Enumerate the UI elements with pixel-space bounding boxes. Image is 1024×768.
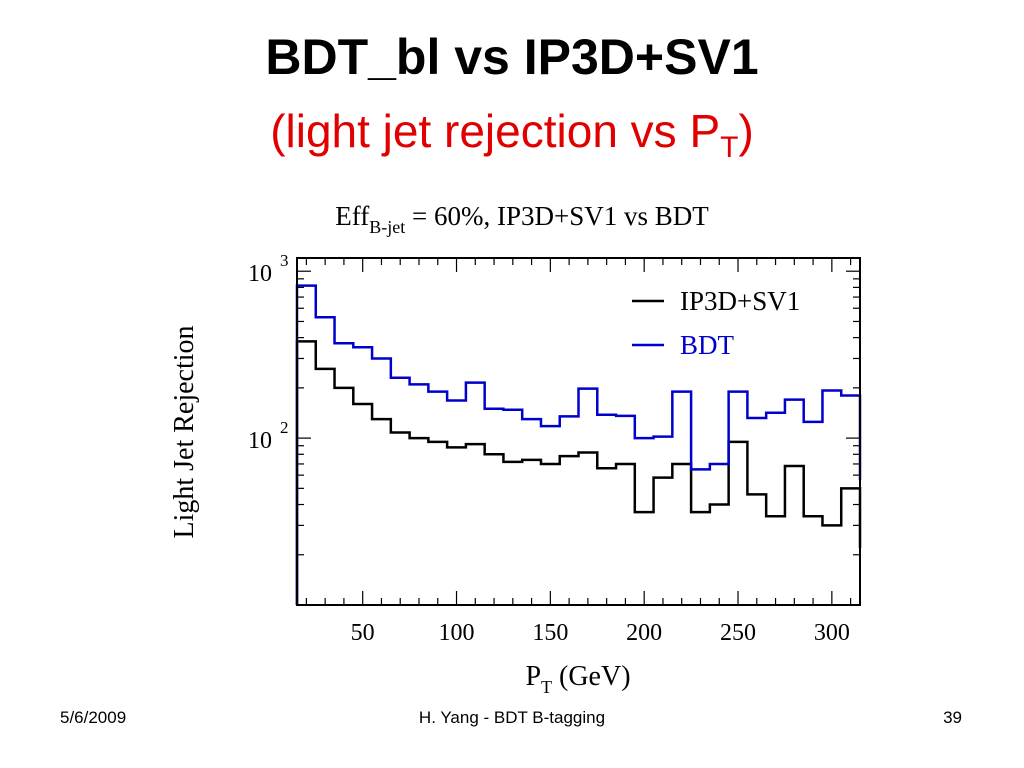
x-axis-label: PT (GeV) xyxy=(525,661,630,697)
x-axis-label-rest: (GeV) xyxy=(552,661,631,692)
slide-title: BDT_bl vs IP3D+SV1 xyxy=(265,29,759,85)
slide-subtitle: (light jet rejection vs PT) xyxy=(0,108,1024,163)
legend-label-bdt: BDT xyxy=(680,330,735,360)
footer-title: H. Yang - BDT B-tagging xyxy=(418,708,606,727)
y-tick-labels: 102 103 xyxy=(248,251,289,454)
series-ip3d-sv1 xyxy=(295,340,862,605)
x-tick-labels: 50 100 150 200 250 300 xyxy=(351,620,850,646)
series-bdt xyxy=(295,284,862,605)
footer-date: 5/6/2009 xyxy=(60,708,127,727)
x-tick-label-300: 300 xyxy=(814,620,850,646)
chart-title-main: Eff xyxy=(335,201,369,231)
x-axis-label-main: P xyxy=(525,661,541,692)
x-tick-label-100: 100 xyxy=(439,620,475,646)
y-axis-label: Light Jet Rejection xyxy=(169,325,200,538)
y-tick-label-100: 102 xyxy=(248,418,289,454)
series-layer xyxy=(295,284,862,605)
chart-title-rest: = 60%, IP3D+SV1 vs BDT xyxy=(405,201,709,231)
light-jet-rejection-chart: EffB-jet = 60%, IP3D+SV1 vs BDT 50 100 150… xyxy=(169,201,862,697)
chart-title-sub: B-jet xyxy=(369,217,405,237)
page-number: 39 xyxy=(943,708,962,727)
subtitle-subscript: T xyxy=(720,131,739,164)
x-tick-label-50: 50 xyxy=(351,620,375,646)
legend: IP3D+SV1 BDT xyxy=(632,286,800,360)
x-tick-label-150: 150 xyxy=(532,620,568,646)
plot-frame xyxy=(296,257,861,606)
series-line-0 xyxy=(295,340,862,605)
legend-label-ip3d-sv1: IP3D+SV1 xyxy=(680,286,800,316)
subtitle-main: (light jet rejection vs P xyxy=(270,105,721,157)
x-tick-label-200: 200 xyxy=(626,620,662,646)
subtitle-end: ) xyxy=(738,105,754,157)
x-tick-label-250: 250 xyxy=(720,620,756,646)
x-axis-label-sub: T xyxy=(541,677,552,697)
chart-title: EffB-jet = 60%, IP3D+SV1 vs BDT xyxy=(335,201,709,237)
series-line-1 xyxy=(295,284,862,605)
y-tick-label-1000: 103 xyxy=(248,251,289,287)
